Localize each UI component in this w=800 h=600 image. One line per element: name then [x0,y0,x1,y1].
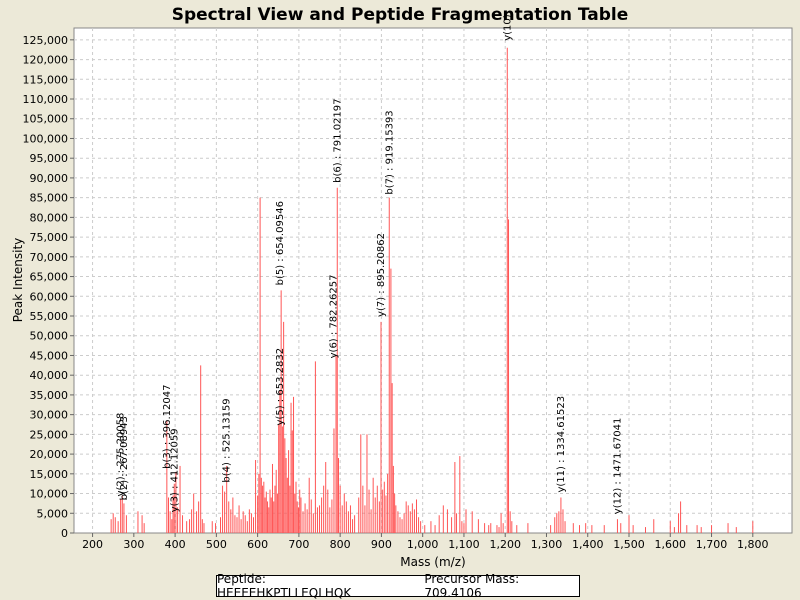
x-tick-label: 200 [82,538,103,551]
peak-annotation: b(3) : 396.12047 [162,385,173,469]
x-tick-label: 1,700 [696,538,728,551]
peak-annotation: y(11) : 1334.61523 [556,396,567,493]
peak-annotation: b(2) : 267.08943 [119,416,130,500]
peptide-sequence: Peptide: HEEEEHKPTLLEQLHQK [217,572,352,600]
y-tick-label: 30,000 [30,409,69,422]
x-tick-label: 1,100 [448,538,480,551]
y-tick-label: 45,000 [30,349,69,362]
y-tick-label: 105,000 [23,113,69,126]
peak-annotation: y(6) : 782.26257 [329,274,340,358]
y-tick-label: 80,000 [30,211,69,224]
peak-series [110,47,754,533]
precursor-mass: Precursor Mass: 709.4106 [424,572,520,600]
peptide-info-box: Peptide: HEEEEHKPTLLEQLHQK Precursor Mas… [216,572,580,600]
y-tick-label: 75,000 [30,231,69,244]
x-tick-label: 1,200 [489,538,521,551]
x-tick-label: 300 [123,538,144,551]
y-tick-label: 100,000 [23,132,69,145]
y-tick-label: 70,000 [30,251,69,264]
peak-annotation: b(5) : 654.09546 [275,201,286,285]
x-axis-label: Mass (m/z) [400,555,465,569]
x-tick-label: 1,400 [572,538,604,551]
y-tick-label: 85,000 [30,192,69,205]
y-tick-label: 125,000 [23,34,69,47]
y-tick-label: 0 [61,527,68,540]
x-tick-label: 800 [330,538,351,551]
y-tick-label: 40,000 [30,369,69,382]
y-axis: 0 5,000 10,000 15,000 20,000 25,000 30,000 35,0… [23,34,74,540]
x-tick-label: 1,000 [407,538,439,551]
y-tick-label: 20,000 [30,448,69,461]
peak-annotation: y(2) : 275.20058 [116,413,127,497]
y-tick-label: 65,000 [30,271,69,284]
peak-annotation: y(12) : 1471.67041 [612,418,623,515]
x-tick-label: 1,800 [737,538,769,551]
y-tick-label: 5,000 [37,507,69,520]
y-tick-label: 25,000 [30,428,69,441]
x-tick-label: 600 [247,538,268,551]
y-tick-label: 120,000 [23,54,69,67]
x-tick-label: 400 [165,538,186,551]
y-tick-label: 110,000 [23,93,69,106]
y-tick-label: 50,000 [30,330,69,343]
peak-annotation: b(7) : 919.15393 [384,110,395,194]
chart-title: Spectral View and Peptide Fragmentation … [172,5,629,25]
peak-annotation: y(7) : 895.20862 [376,233,387,317]
y-tick-label: 90,000 [30,172,69,185]
y-tick-label: 60,000 [30,290,69,303]
y-tick-label: 115,000 [23,73,69,86]
x-tick-label: 900 [371,538,392,551]
peak-annotation: y(3) : 412.12059 [169,428,180,512]
y-tick-label: 35,000 [30,389,69,402]
peak-annotation: y(5) : 653.2832 [275,348,286,426]
y-tick-label: 15,000 [30,468,69,481]
x-tick-label: 500 [206,538,227,551]
y-tick-label: 55,000 [30,310,69,323]
x-axis: 200 300 400 500 600 700 800 900 1,000 1,100 1,200 1… [82,533,769,551]
plot-area [73,27,793,534]
x-tick-label: 1,300 [531,538,563,551]
y-tick-label: 95,000 [30,152,69,165]
peak-annotation: y(10) [502,14,513,41]
peak-annotation: b(6) : 791.02197 [332,98,343,182]
x-tick-label: 1,500 [613,538,645,551]
peak-annotation: b(4) : 525.13159 [222,398,233,482]
grid-lines [74,28,792,533]
y-tick-label: 10,000 [30,488,69,501]
y-axis-label: Peak Intensity [11,238,25,323]
x-tick-label: 1,600 [655,538,687,551]
x-tick-label: 700 [288,538,309,551]
